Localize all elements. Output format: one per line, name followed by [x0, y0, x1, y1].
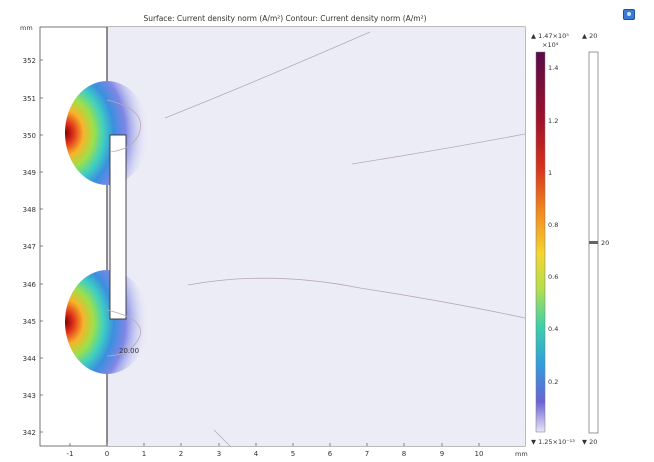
- colorbar-max-label: ▲ 1.47×10⁵: [531, 32, 569, 40]
- y-tick-label: 348: [23, 206, 36, 214]
- y-tick-label: 343: [23, 392, 36, 400]
- x-axis-unit: mm: [515, 450, 528, 458]
- contour-annotation: 20.00: [119, 347, 139, 355]
- x-tick-label: 1: [142, 450, 146, 458]
- y-tick-label: 350: [23, 132, 36, 140]
- y-tick-label: 344: [23, 355, 37, 363]
- x-tick-label: 9: [440, 450, 444, 458]
- y-tick-label: 345: [23, 318, 36, 326]
- x-tick-label: 8: [402, 450, 406, 458]
- y-tick-label: 349: [23, 169, 36, 177]
- x-tick-label: 3: [217, 450, 221, 458]
- x-tick-label: 4: [254, 450, 259, 458]
- hotspot-lower: [65, 270, 149, 374]
- y-tick-label: 346: [23, 281, 37, 289]
- y-tick-label: 342: [23, 429, 36, 437]
- x-axis: -1 0 1 2 3 4 5 6 7 8 9 10: [67, 450, 484, 458]
- y-axis: 352 351 350 349 348 347 346 345 344 343 …: [23, 57, 37, 437]
- colorbar-ticks: 1.4 1.2 1 0.8 0.6 0.4 0.2: [548, 64, 558, 386]
- colorbar-tick: 0.2: [548, 378, 558, 386]
- colorbar-tick: 0.6: [548, 273, 558, 281]
- x-tick-label: 10: [475, 450, 484, 458]
- contour-level-mark: [589, 241, 598, 244]
- colorbar-tick: 1.2: [548, 117, 558, 125]
- contour-level-label: 20: [601, 239, 609, 247]
- camera-icon[interactable]: [623, 9, 635, 20]
- y-tick-label: 352: [23, 57, 36, 65]
- x-tick-label: -1: [67, 450, 74, 458]
- colorbar-multiplier: ×10⁴: [542, 41, 559, 49]
- domain-surface: [107, 27, 525, 446]
- electrode-outline: [109, 134, 127, 320]
- y-tick-label: 351: [23, 95, 36, 103]
- colorbar-tick: 1.4: [548, 64, 558, 72]
- colorbar-min-label: ▼ 1.25×10⁻¹³: [531, 438, 575, 446]
- colorbar-tick: 0.8: [548, 221, 558, 229]
- plot-title: Surface: Current density norm (A/m²) Con…: [143, 14, 426, 23]
- colorbar: [535, 51, 546, 433]
- colorbar-tick: 0.4: [548, 325, 558, 333]
- contour-lines: [106, 31, 526, 447]
- colorbar-tick: 1: [548, 169, 552, 177]
- x-tick-label: 2: [179, 450, 183, 458]
- y-tick-label: 347: [23, 243, 36, 251]
- x-tick-label: 5: [291, 450, 295, 458]
- x-tick-marks: [69, 443, 480, 446]
- contour-bar-min-label: ▼ 20: [582, 438, 597, 446]
- x-tick-label: 7: [365, 450, 369, 458]
- x-tick-label: 0: [105, 450, 109, 458]
- x-tick-label: 6: [328, 450, 333, 458]
- y-tick-marks: [40, 59, 43, 433]
- contour-bar-max-label: ▲ 20: [582, 32, 597, 40]
- hotspot-upper: [65, 81, 149, 185]
- y-axis-unit: mm: [20, 24, 33, 32]
